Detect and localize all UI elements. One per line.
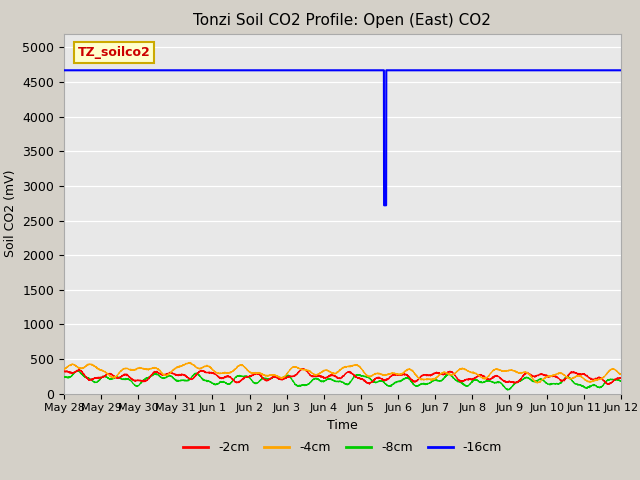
Legend: -2cm, -4cm, -8cm, -16cm: -2cm, -4cm, -8cm, -16cm — [178, 436, 507, 459]
X-axis label: Time: Time — [327, 419, 358, 432]
Text: TZ_soilco2: TZ_soilco2 — [78, 46, 150, 59]
Title: Tonzi Soil CO2 Profile: Open (East) CO2: Tonzi Soil CO2 Profile: Open (East) CO2 — [193, 13, 492, 28]
Y-axis label: Soil CO2 (mV): Soil CO2 (mV) — [4, 170, 17, 257]
